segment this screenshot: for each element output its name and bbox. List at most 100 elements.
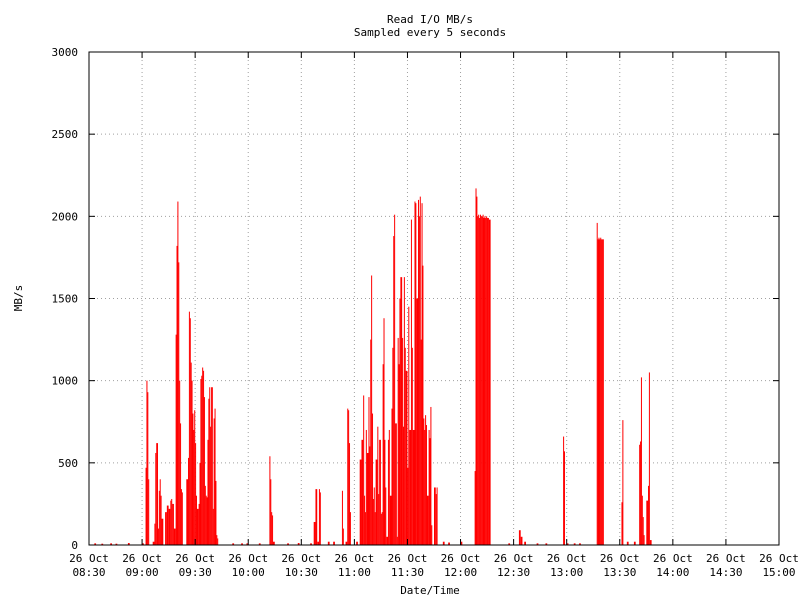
- data-bar: [418, 199, 420, 545]
- data-bar: [94, 543, 97, 545]
- data-bar: [434, 487, 436, 545]
- data-bar: [429, 438, 431, 545]
- data-bar: [345, 541, 348, 545]
- data-bar: [361, 439, 364, 545]
- data-bar: [597, 239, 599, 545]
- data-bar: [201, 375, 203, 545]
- data-bar: [408, 306, 410, 545]
- data-bar: [394, 214, 396, 545]
- data-bar: [204, 485, 206, 545]
- data-bar: [127, 543, 130, 545]
- data-bar: [398, 364, 400, 545]
- data-bar: [474, 471, 476, 545]
- data-bar: [488, 219, 491, 545]
- data-bar: [410, 219, 412, 545]
- x-tick-label-date: 26 Oct: [600, 552, 640, 565]
- data-bar: [318, 489, 320, 545]
- data-bar: [485, 217, 487, 546]
- data-bar: [258, 543, 261, 545]
- x-tick-label-date: 26 Oct: [547, 552, 587, 565]
- data-bar: [400, 277, 403, 545]
- data-bar: [317, 541, 319, 545]
- data-bar: [508, 543, 511, 545]
- grid-lines: [89, 52, 779, 545]
- x-tick-label-time: 10:00: [232, 566, 265, 579]
- data-bar: [147, 392, 149, 545]
- data-bar: [205, 495, 207, 545]
- data-bar: [377, 426, 379, 545]
- data-bar: [211, 387, 213, 545]
- data-bar: [115, 543, 118, 545]
- data-bar: [423, 418, 425, 545]
- data-bar: [158, 490, 160, 545]
- data-bar: [195, 495, 197, 545]
- data-bar: [370, 339, 372, 545]
- data-bar: [397, 337, 399, 545]
- data-bar: [477, 216, 479, 545]
- data-bar: [194, 410, 196, 545]
- data-bar: [407, 467, 409, 545]
- x-tick-label-time: 12:00: [444, 566, 477, 579]
- data-bar: [545, 543, 548, 545]
- data-bar: [435, 494, 437, 545]
- data-bar: [649, 540, 652, 545]
- data-bar: [381, 512, 383, 545]
- data-bar: [405, 370, 408, 545]
- data-bar: [217, 538, 219, 545]
- data-bar: [418, 216, 420, 545]
- data-bar: [297, 543, 300, 545]
- x-tick-label-time: 15:00: [762, 566, 795, 579]
- data-bar: [241, 543, 243, 545]
- data-bar: [622, 420, 624, 545]
- data-bar: [369, 446, 371, 545]
- data-bar: [356, 541, 358, 545]
- data-bar: [270, 479, 272, 545]
- data-bar: [176, 245, 178, 545]
- data-bar: [159, 479, 161, 545]
- data-bar: [193, 429, 195, 545]
- data-bar: [202, 367, 204, 545]
- data-bar: [170, 500, 172, 545]
- x-tick-label-time: 13:30: [603, 566, 636, 579]
- x-tick-label-date: 26 Oct: [388, 552, 428, 565]
- data-bar: [640, 441, 642, 545]
- data-bar: [481, 216, 483, 545]
- data-bar: [419, 196, 421, 546]
- data-bar: [146, 380, 148, 545]
- data-bar: [190, 362, 192, 545]
- x-tick-label-time: 13:00: [550, 566, 583, 579]
- data-bar: [207, 439, 209, 545]
- y-tick-label: 2000: [52, 210, 79, 223]
- data-bar: [643, 535, 645, 545]
- data-bar: [626, 541, 629, 545]
- data-bar: [365, 429, 367, 545]
- x-tick-label-time: 08:30: [72, 566, 105, 579]
- data-bar: [188, 457, 190, 545]
- data-bar: [196, 508, 199, 545]
- data-bar: [412, 429, 415, 545]
- y-axis-label: MB/s: [12, 285, 25, 312]
- data-bar: [599, 239, 601, 545]
- data-bar: [415, 203, 417, 545]
- data-bar: [347, 408, 349, 545]
- data-bar: [579, 543, 581, 545]
- data-bar: [272, 515, 274, 545]
- data-bar: [198, 503, 200, 545]
- data-bar: [479, 214, 481, 545]
- x-tick-label-time: 09:30: [179, 566, 212, 579]
- data-bar: [154, 523, 156, 545]
- y-tick-label: 2500: [52, 128, 79, 141]
- data-bar: [385, 487, 387, 545]
- data-bar: [216, 535, 218, 545]
- data-bar: [641, 495, 643, 545]
- data-bar: [156, 443, 158, 545]
- data-bar: [402, 426, 404, 545]
- data-bar: [487, 217, 489, 546]
- data-bar: [313, 521, 316, 545]
- data-bar: [210, 426, 212, 545]
- data-bar: [372, 498, 374, 545]
- data-bar: [368, 397, 370, 545]
- data-bar: [639, 444, 641, 545]
- data-bar: [209, 387, 211, 545]
